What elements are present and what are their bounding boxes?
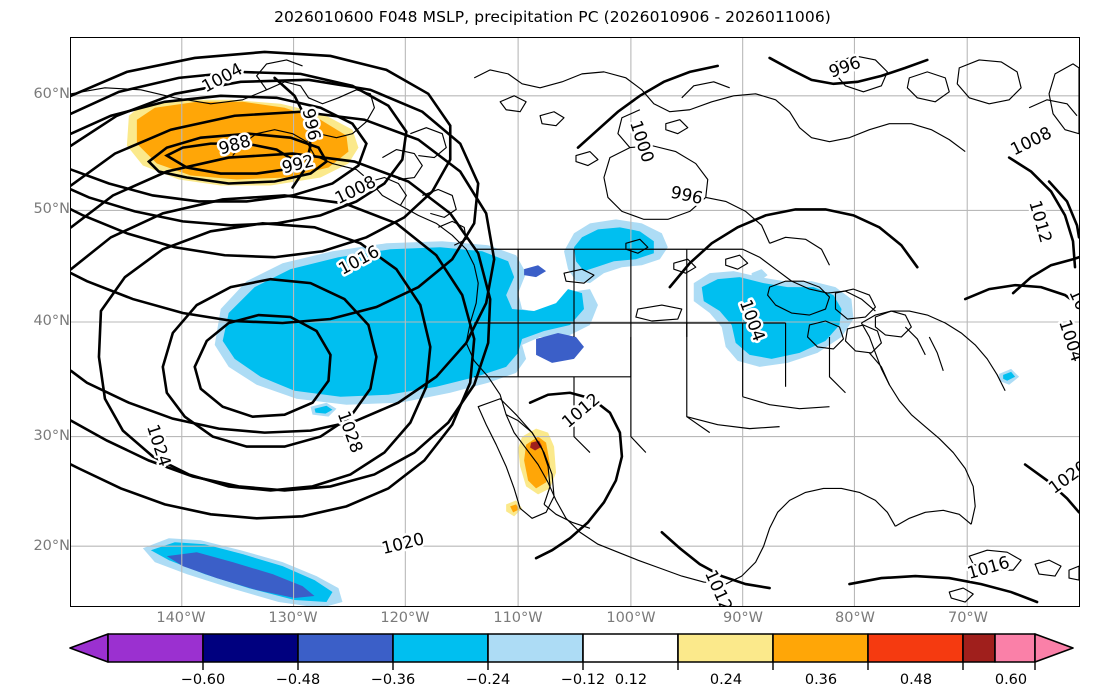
lon-tick-70w: 70°W	[947, 610, 989, 626]
colorbar-swatch-10	[994, 633, 1036, 663]
contour-1008-a	[71, 78, 480, 325]
colorbar-swatch-3	[392, 633, 489, 663]
lon-tick-100w: 100°W	[606, 610, 656, 626]
colorbar-tick-minus-048: −0.48	[275, 672, 321, 688]
colorbar-tick-012: 0.12	[614, 672, 648, 688]
shade-lakes-mid	[701, 277, 842, 359]
contour-996-a	[71, 94, 368, 203]
contour-label-1020-b: 1020	[1045, 456, 1079, 497]
contour-996-b	[273, 76, 312, 189]
shade-swpac-core	[166, 552, 315, 599]
contour-label-1008-b: 1008	[1007, 122, 1055, 159]
contour-label-1028: 1028	[334, 408, 368, 455]
colorbar-tick-024: 0.24	[709, 672, 743, 688]
lat-tick-60n: 60°N	[33, 86, 70, 102]
contour-1000-a	[71, 70, 408, 227]
shade-baja-south-core	[510, 504, 520, 513]
contour-992	[146, 132, 329, 185]
colorbar-tick-minus-036: −0.36	[370, 672, 416, 688]
contour-1020-a	[71, 194, 476, 520]
contour-label-996-b: 996	[669, 182, 705, 208]
colorbar-tick-minus-012: −0.12	[560, 672, 606, 688]
shade-goa-inner	[136, 101, 349, 180]
colorbar-swatch-4	[487, 633, 584, 663]
contour-label-1012-b: 1012	[701, 567, 737, 606]
lat-tick-20n: 20°N	[33, 538, 70, 554]
contour-1012-b	[528, 391, 624, 560]
colorbar-swatch-below-min	[69, 633, 109, 663]
colorbar-tick-minus-024: −0.24	[465, 672, 511, 688]
colorbar-swatch-6	[677, 633, 774, 663]
contour-1000-b	[576, 64, 720, 149]
mslp-contours	[71, 50, 1079, 604]
colorbar-tick-060: 0.60	[994, 672, 1028, 688]
map-svg: 1004 996 1000 996 996 988 992 1008 1016 …	[71, 38, 1079, 606]
contour-1028-inner	[193, 313, 332, 418]
colorbar-tick-036: 0.36	[804, 672, 838, 688]
lon-tick-120w: 120°W	[380, 610, 430, 626]
colorbar[interactable]: −0.60 −0.48 −0.36 −0.24 −0.12 0.12 0.24 …	[0, 628, 1105, 698]
colorbar-swatch-8	[867, 633, 964, 663]
page-title: 2026010600 F048 MSLP, precipitation PC (…	[274, 8, 831, 26]
contour-1008-c	[963, 283, 1079, 307]
contour-996-c	[768, 56, 929, 86]
contour-label-1004-c: 1004	[1055, 317, 1079, 364]
lat-tick-50n: 50°N	[33, 201, 70, 217]
colorbar-swatch-9	[962, 633, 996, 663]
shade-calif-coast-blob-inner	[314, 405, 333, 414]
contour-1008-b	[1007, 156, 1077, 269]
contour-1012-d	[1047, 180, 1079, 239]
colorbar-swatch-5	[582, 633, 679, 663]
contour-label-996-c: 996	[826, 52, 863, 82]
colorbar-tick-minus-060: −0.60	[180, 672, 226, 688]
colorbar-swatch-above-max	[1034, 633, 1074, 663]
lon-tick-90w: 90°W	[722, 610, 764, 626]
contour-1012-c	[660, 530, 771, 590]
lon-tick-130w: 130°W	[268, 610, 318, 626]
coastlines-and-borders	[71, 55, 1079, 603]
contour-1024	[97, 222, 432, 492]
colorbar-swatch-7	[772, 633, 869, 663]
contour-label-1016-b: 1016	[965, 552, 1012, 583]
contour-label-1012-c: 1012	[1025, 198, 1056, 245]
lon-tick-80w: 80°W	[834, 610, 876, 626]
contour-label-1024: 1024	[143, 422, 175, 469]
colorbar-tick-048: 0.48	[899, 672, 933, 688]
lon-tick-140w: 140°W	[156, 610, 206, 626]
colorbar-svg	[69, 633, 1074, 670]
map-plot-area[interactable]: 1004 996 1000 996 996 988 992 1008 1016 …	[70, 37, 1080, 607]
colorbar-swatch-2	[297, 633, 394, 663]
colorbar-swatch-1	[202, 633, 299, 663]
shade-colorado-speck	[524, 265, 547, 278]
colorbar-swatch-0	[107, 633, 204, 663]
shade-atlantic-speck-inner	[1003, 371, 1016, 381]
lon-tick-110w: 110°W	[493, 610, 543, 626]
contour-label-1020-a: 1020	[380, 528, 427, 558]
contour-1028	[161, 277, 378, 448]
contour-1016-b	[848, 574, 1039, 604]
contour-1004-a	[71, 50, 452, 259]
contour-1004-b	[668, 208, 919, 289]
shaded-precip-regions	[126, 99, 1020, 606]
contour-988	[164, 142, 295, 175]
shade-utah-dark	[536, 332, 584, 363]
contour-label-1004-a: 1004	[198, 58, 245, 96]
lat-tick-40n: 40°N	[33, 313, 70, 329]
lat-tick-30n: 30°N	[33, 428, 70, 444]
contour-1020-b	[1023, 463, 1079, 514]
